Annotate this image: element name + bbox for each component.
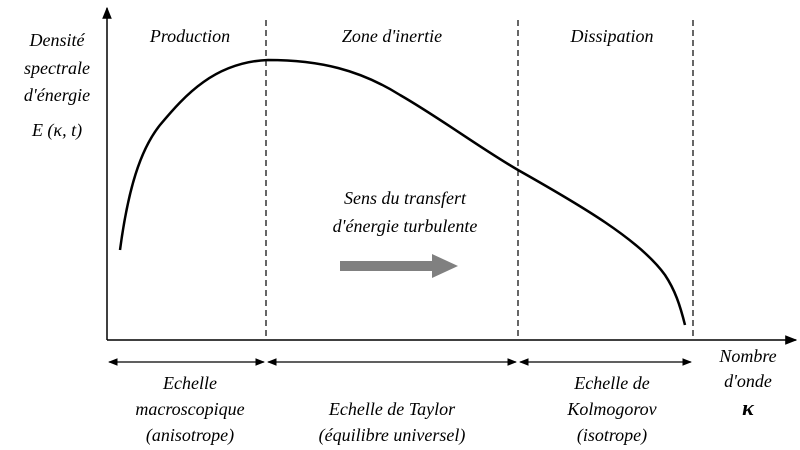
scale-label: Echelle [162,373,217,393]
scale-label: Kolmogorov [566,399,656,419]
spectrum-curve [118,58,687,326]
scale-label: Echelle de Taylor [328,399,456,419]
transfer-arrow [340,254,458,278]
region-label: Dissipation [569,26,653,46]
region-dividers [265,20,694,340]
scale-label: Echelle de [573,373,649,393]
scale-label: (anisotrope) [146,425,234,446]
region-label: Zone d'inertie [342,26,442,46]
y-axis-label: Densité [29,30,86,50]
scale-label: (isotrope) [577,425,647,446]
region-label: Production [149,26,230,46]
y-axis-label: d'énergie [24,85,90,105]
y-axis-label: spectrale [24,58,90,78]
x-axis-label: κ [742,395,755,420]
x-axis-label: d'onde [724,371,772,391]
x-axis-label: Nombre [718,346,776,366]
transfer-label: Sens du transfert [344,188,467,208]
transfer-label: d'énergie turbulente [333,216,478,236]
scale-label: (équilibre universel) [319,425,466,446]
scale-label: macroscopique [135,399,244,419]
y-axis-label: E (κ, t) [31,120,82,141]
